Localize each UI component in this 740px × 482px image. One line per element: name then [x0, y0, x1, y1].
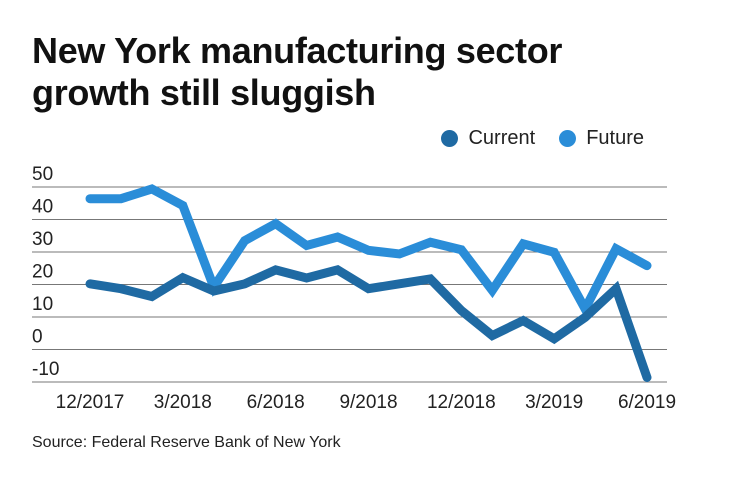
y-tick-label: 20 [32, 262, 53, 283]
y-tick-label: 0 [32, 327, 43, 348]
y-tick-label: 50 [32, 164, 53, 185]
legend-label-future: Future [586, 127, 644, 149]
x-tick-label: 3/2019 [525, 392, 583, 413]
y-tick-label: 10 [32, 294, 53, 315]
series-line-current [85, 265, 652, 382]
x-tick-label: 6/2019 [618, 392, 676, 413]
legend-swatch-future [559, 130, 577, 147]
y-tick-label: -10 [32, 359, 59, 380]
chart-title-line2: growth still sluggish [32, 72, 376, 113]
x-tick-label: 12/2017 [56, 392, 125, 413]
legend-swatch-current [441, 130, 459, 147]
legend: Current Future [441, 127, 644, 150]
x-tick-label: 12/2018 [427, 392, 496, 413]
legend-item-future: Future [559, 127, 644, 150]
source-note: Source: Federal Reserve Bank of New York [32, 434, 341, 451]
x-tick-label: 6/2018 [247, 392, 305, 413]
legend-label-current: Current [468, 127, 536, 149]
x-tick-label: 9/2018 [339, 392, 397, 413]
y-tick-label: 40 [32, 197, 53, 218]
legend-item-current: Current [441, 127, 535, 150]
x-tick-label: 3/2018 [154, 392, 212, 413]
y-tick-label: 30 [32, 229, 53, 250]
chart-title-line1: New York manufacturing sector [32, 30, 563, 71]
chart-title: New York manufacturing sector growth sti… [32, 30, 562, 114]
